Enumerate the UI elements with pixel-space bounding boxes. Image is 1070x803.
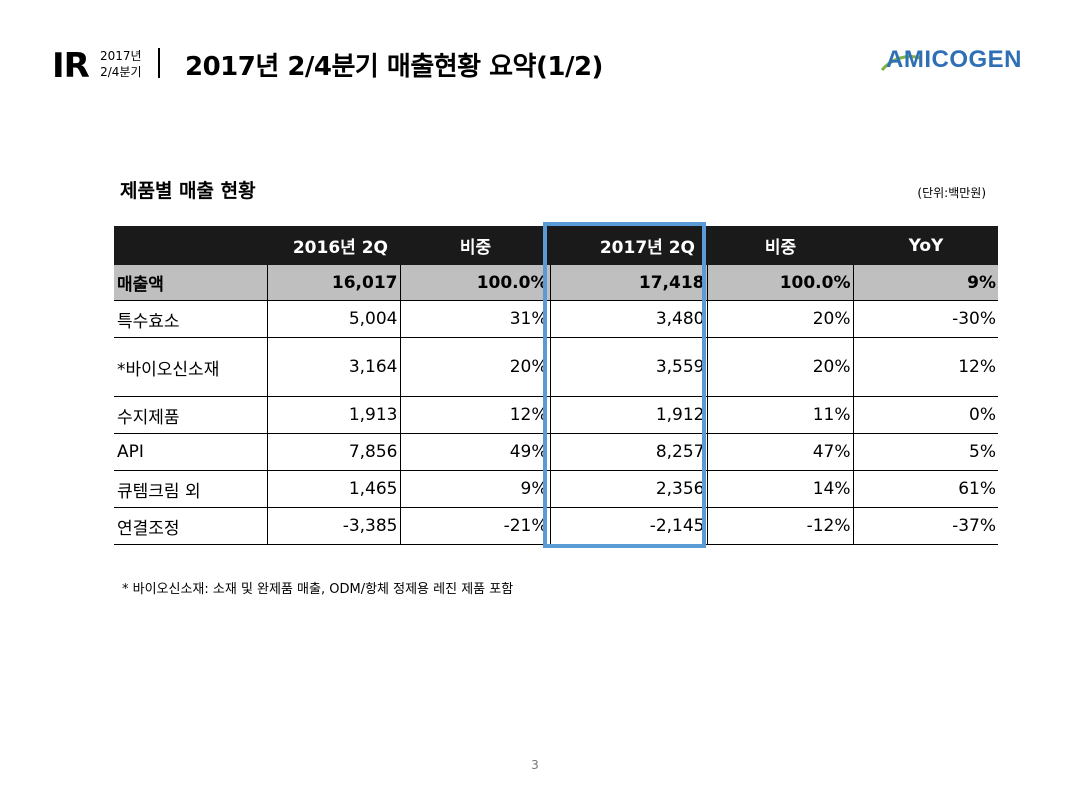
period-year: 2017년 [100, 49, 142, 63]
cell: 3,164 [266, 337, 400, 397]
cell: 1,912 [549, 396, 707, 434]
table-row: API 7,856 49% 8,257 47% 5% [114, 433, 998, 471]
cell: 5% [852, 433, 998, 471]
slide-header: IR 2017년 2/4분기 2017년 2/4분기 매출현황 요약(1/2) … [52, 44, 1042, 94]
cell: 47% [706, 433, 853, 471]
cell: 49% [399, 433, 550, 471]
header-cell-2016q2: 2016년 2Q [267, 226, 400, 265]
table-header-row: 2016년 2Q 비중 2017년 2Q 비중 YoY [114, 226, 998, 265]
sales-table: 2016년 2Q 비중 2017년 2Q 비중 YoY 매출액 16,017 1… [114, 226, 998, 545]
cell: 20% [706, 337, 853, 397]
cell: 17,418 [549, 265, 707, 301]
cell: 7,856 [266, 433, 400, 471]
cell: 9% [852, 265, 998, 301]
cell: -12% [706, 507, 853, 545]
cell: 100.0% [399, 265, 550, 301]
cell: 수지제품 [114, 396, 267, 434]
cell: 연결조정 [114, 507, 267, 545]
header-cell-2017q2: 2017년 2Q [550, 226, 707, 265]
slide-title: 2017년 2/4분기 매출현황 요약(1/2) [185, 52, 603, 82]
cell: 16,017 [266, 265, 400, 301]
cell: 11% [706, 396, 853, 434]
cell: -21% [399, 507, 550, 545]
cell: 9% [399, 470, 550, 508]
logo-text: AMICOGEN [886, 46, 1022, 73]
cell: API [114, 433, 267, 471]
cell: -2,145 [549, 507, 707, 545]
cell: 특수효소 [114, 300, 267, 338]
header-divider [158, 48, 160, 78]
header-cell-yoy: YoY [853, 226, 998, 265]
period-quarter: 2/4분기 [100, 65, 142, 79]
cell: 큐템크림 외 [114, 470, 267, 508]
cell: 0% [852, 396, 998, 434]
cell: -3,385 [266, 507, 400, 545]
cell: 31% [399, 300, 550, 338]
logo-swoosh-icon [880, 55, 921, 72]
period-label: 2017년 2/4분기 [100, 48, 142, 80]
cell: *바이오신소재 [114, 337, 267, 397]
cell: 20% [399, 337, 550, 397]
cell: 2,356 [549, 470, 707, 508]
cell: 61% [852, 470, 998, 508]
cell: 매출액 [114, 265, 267, 301]
table-row: 연결조정 -3,385 -21% -2,145 -12% -37% [114, 507, 998, 545]
table-row: *바이오신소재 3,164 20% 3,559 20% 12% [114, 337, 998, 397]
header-cell-product [114, 226, 267, 265]
ir-label: IR [52, 46, 90, 86]
cell: -30% [852, 300, 998, 338]
page-number: 3 [531, 758, 539, 772]
cell: 100.0% [706, 265, 853, 301]
table-row: 수지제품 1,913 12% 1,912 11% 0% [114, 396, 998, 434]
cell: 14% [706, 470, 853, 508]
cell: 1,465 [266, 470, 400, 508]
table-row: 특수효소 5,004 31% 3,480 20% -30% [114, 300, 998, 338]
section-title: 제품별 매출 현황 [120, 180, 256, 202]
header-cell-share-2016: 비중 [400, 226, 550, 265]
cell: 8,257 [549, 433, 707, 471]
amicogen-logo: AMICOGEN [880, 44, 1042, 80]
header-cell-share-2017: 비중 [707, 226, 853, 265]
cell: 20% [706, 300, 853, 338]
footnote: * 바이오신소재: 소재 및 완제품 매출, ODM/항체 정제용 레진 제품 … [122, 582, 514, 597]
table-row: 큐템크림 외 1,465 9% 2,356 14% 61% [114, 470, 998, 508]
cell: 12% [852, 337, 998, 397]
unit-label: (단위:백만원) [917, 186, 986, 200]
cell: 5,004 [266, 300, 400, 338]
cell: 12% [399, 396, 550, 434]
cell: 1,913 [266, 396, 400, 434]
cell: 3,480 [549, 300, 707, 338]
cell: -37% [852, 507, 998, 545]
cell: 3,559 [549, 337, 707, 397]
total-row: 매출액 16,017 100.0% 17,418 100.0% 9% [114, 265, 998, 301]
